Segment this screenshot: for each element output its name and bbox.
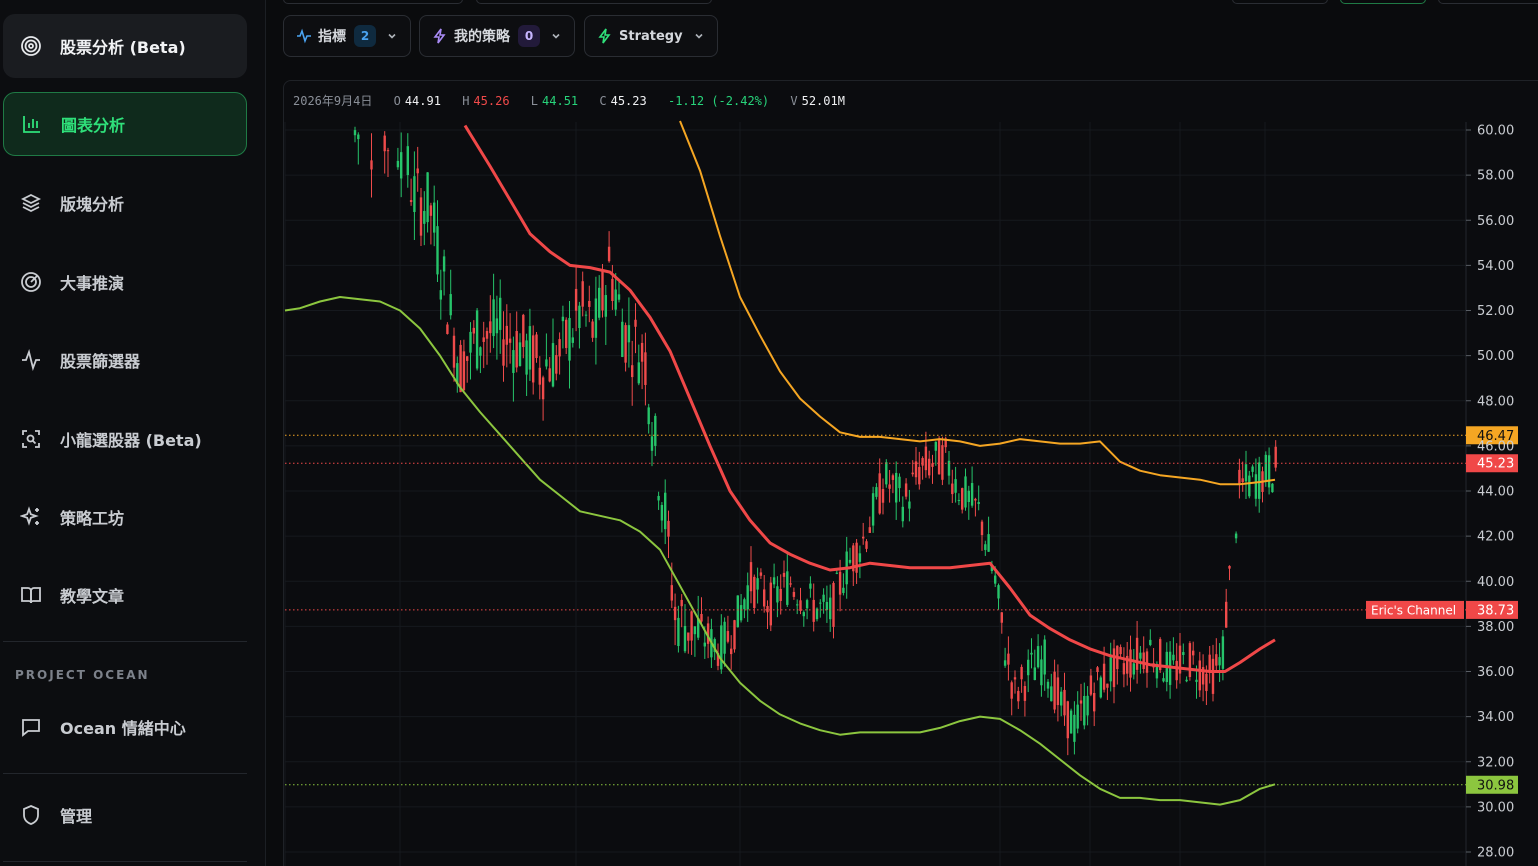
sidebar-item-ocean[interactable]: Ocean 情緒中心 [3,695,247,759]
chart-panel[interactable] [283,80,1538,866]
sidebar-item-admin[interactable]: 管理 [3,783,247,847]
scan-icon [20,428,42,450]
sidebar-item-stock-screener[interactable]: 股票篩選器 [3,328,247,392]
high-label: H [462,94,470,108]
top-control[interactable] [283,0,463,4]
open-label: O [393,94,401,108]
message-icon [20,716,42,738]
activity-icon [296,28,312,44]
sidebar-item-label: 小龍選股器 (Beta) [60,431,202,450]
section-label: PROJECT OCEAN [15,668,150,682]
sidebar-item-chart-analysis[interactable]: 圖表分析 [3,92,247,156]
indicators-label: 指標 [318,29,346,45]
low-value: 44.51 [542,94,579,108]
target-icon [20,35,42,57]
sidebar-item-label: 版塊分析 [60,195,125,214]
sidebar: 股票分析 (Beta) 圖表分析 版塊分析 大事推演 股票篩選器 小龍選股器 (… [0,0,266,866]
sidebar-item-label: Ocean 情緒中心 [60,719,186,738]
volume-label: V [790,94,798,108]
sidebar-item-label: 大事推演 [60,274,125,293]
top-control[interactable] [1438,0,1538,4]
radar-icon [20,271,42,293]
lightning-icon [597,28,613,44]
ohlc-date: 2026年9月4日 [293,94,373,108]
my-strategies-button[interactable]: 我的策略 0 [419,15,575,57]
divider [3,641,247,642]
chevron-down-icon [386,30,398,42]
low-label: L [530,94,539,108]
open-value: 44.91 [404,94,441,108]
top-control[interactable] [1232,0,1328,4]
strategy-button[interactable]: Strategy [584,15,718,57]
indicators-button[interactable]: 指標 2 [283,15,411,57]
sidebar-item-event-projection[interactable]: 大事推演 [3,250,247,314]
sidebar-item-stock-analysis[interactable]: 股票分析 (Beta) [3,14,247,78]
book-icon [20,584,42,606]
top-control[interactable] [1340,0,1426,4]
sidebar-item-sector-analysis[interactable]: 版塊分析 [3,171,247,235]
ohlc-legend: 2026年9月4日 O 44.91 H 45.26 L 44.51 C 45.23 -1… [293,92,859,109]
sidebar-item-strategy-workshop[interactable]: 策略工坊 [3,485,247,549]
strategy-label: Strategy [619,28,683,44]
sparkles-icon [20,506,42,528]
sidebar-item-label: 股票分析 (Beta) [60,38,186,57]
sidebar-item-label: 策略工坊 [60,509,125,528]
sidebar-item-label: 管理 [60,807,93,826]
divider [3,773,247,774]
bar-chart-icon [21,113,43,135]
my-strategies-count-badge: 0 [518,25,540,47]
sidebar-item-label: 圖表分析 [61,116,126,135]
sidebar-item-label: 股票篩選器 [60,352,141,371]
shield-icon [20,804,42,826]
divider [3,861,247,862]
close-label: C [599,94,607,108]
close-value: 45.23 [610,94,647,108]
chevron-down-icon [550,30,562,42]
top-control[interactable] [476,0,712,4]
volume-value: 52.01M [801,94,845,108]
lightning-icon [432,28,448,44]
layers-icon [20,192,42,214]
chevron-down-icon [693,30,705,42]
sidebar-item-tutorials[interactable]: 教學文章 [3,563,247,627]
high-value: 45.26 [473,94,510,108]
change-value: -1.12 (-2.42%) [667,94,770,108]
my-strategies-label: 我的策略 [454,29,510,45]
sidebar-item-label: 教學文章 [60,587,125,606]
activity-icon [20,349,42,371]
indicators-count-badge: 2 [354,25,376,47]
sidebar-item-dragon-picker[interactable]: 小龍選股器 (Beta) [3,407,247,471]
